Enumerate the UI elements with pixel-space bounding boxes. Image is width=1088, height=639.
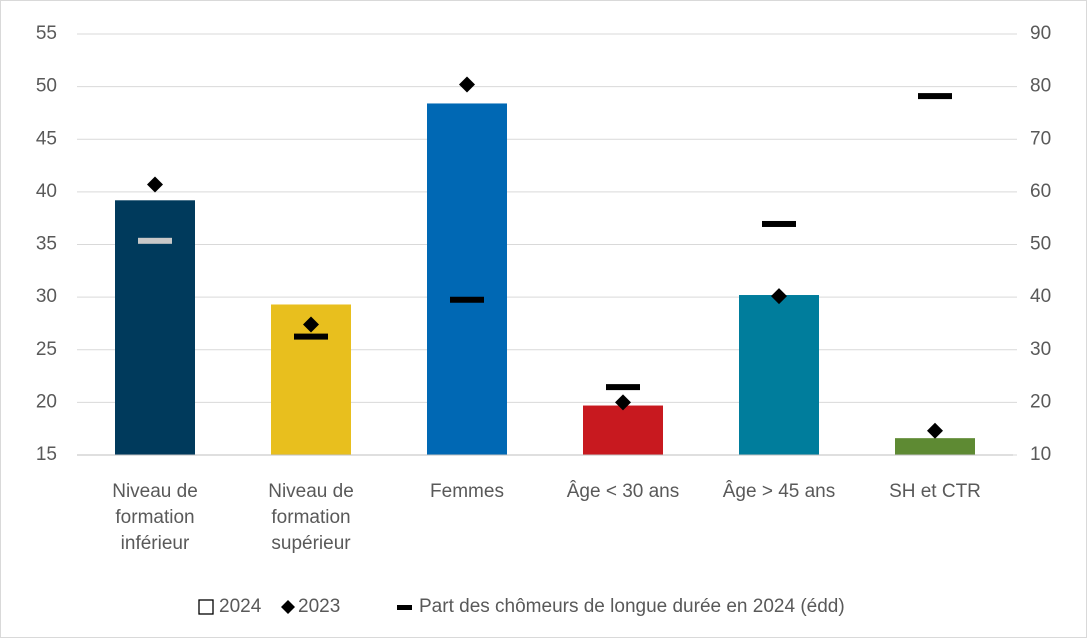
diamond-marker <box>927 422 943 439</box>
y2-tick-label: 30 <box>1030 339 1051 360</box>
x-tick-label: Âge > 45 ans <box>722 481 836 502</box>
dash-marker <box>762 220 796 227</box>
y2-tick-label: 10 <box>1030 444 1051 465</box>
y2-tick-label: 70 <box>1030 128 1051 149</box>
dash-marker <box>138 237 172 244</box>
bar <box>427 103 507 455</box>
legend-marker <box>397 605 412 610</box>
diamond-marker <box>459 76 475 93</box>
y-tick-label: 35 <box>36 234 57 255</box>
x-tick-label: Niveau de formation supérieur <box>268 481 354 554</box>
diamond-marker <box>771 288 787 305</box>
x-tick-label: Femmes <box>430 481 504 502</box>
y2-tick-label: 50 <box>1030 234 1051 255</box>
bar <box>895 438 975 455</box>
y2-tick-label: 40 <box>1030 286 1051 307</box>
legend-label: 2023 <box>298 596 340 617</box>
x-tick-label: Âge < 30 ans <box>566 481 680 502</box>
legend-marker <box>281 600 295 614</box>
y-tick-label: 40 <box>36 181 57 202</box>
legend-label: 2024 <box>219 596 262 617</box>
legend-marker <box>198 599 214 615</box>
y-tick-label: 20 <box>36 391 57 412</box>
dash-marker <box>294 333 328 340</box>
dash-marker <box>606 384 640 391</box>
bar <box>739 295 819 455</box>
y2-tick-label: 20 <box>1030 391 1051 412</box>
dash-marker <box>918 93 952 100</box>
diamond-marker <box>147 176 163 193</box>
legend-label: Part des chômeurs de longue durée en 202… <box>419 596 845 617</box>
diamond-marker <box>615 394 631 411</box>
y-tick-label: 45 <box>36 128 57 149</box>
bar <box>583 405 663 455</box>
x-tick-label: SH et CTR <box>889 481 981 502</box>
y2-tick-label: 90 <box>1030 23 1051 44</box>
y-tick-label: 30 <box>36 286 57 307</box>
x-tick-label: Niveau de formation inférieur <box>112 481 198 554</box>
y-tick-label: 25 <box>36 339 57 360</box>
dash-marker <box>450 296 484 303</box>
y2-tick-label: 80 <box>1030 76 1051 97</box>
y-tick-label: 55 <box>36 23 57 44</box>
diamond-marker <box>303 316 319 333</box>
y-tick-label: 50 <box>36 76 57 97</box>
y-tick-label: 15 <box>36 444 57 465</box>
y2-tick-label: 60 <box>1030 181 1051 202</box>
